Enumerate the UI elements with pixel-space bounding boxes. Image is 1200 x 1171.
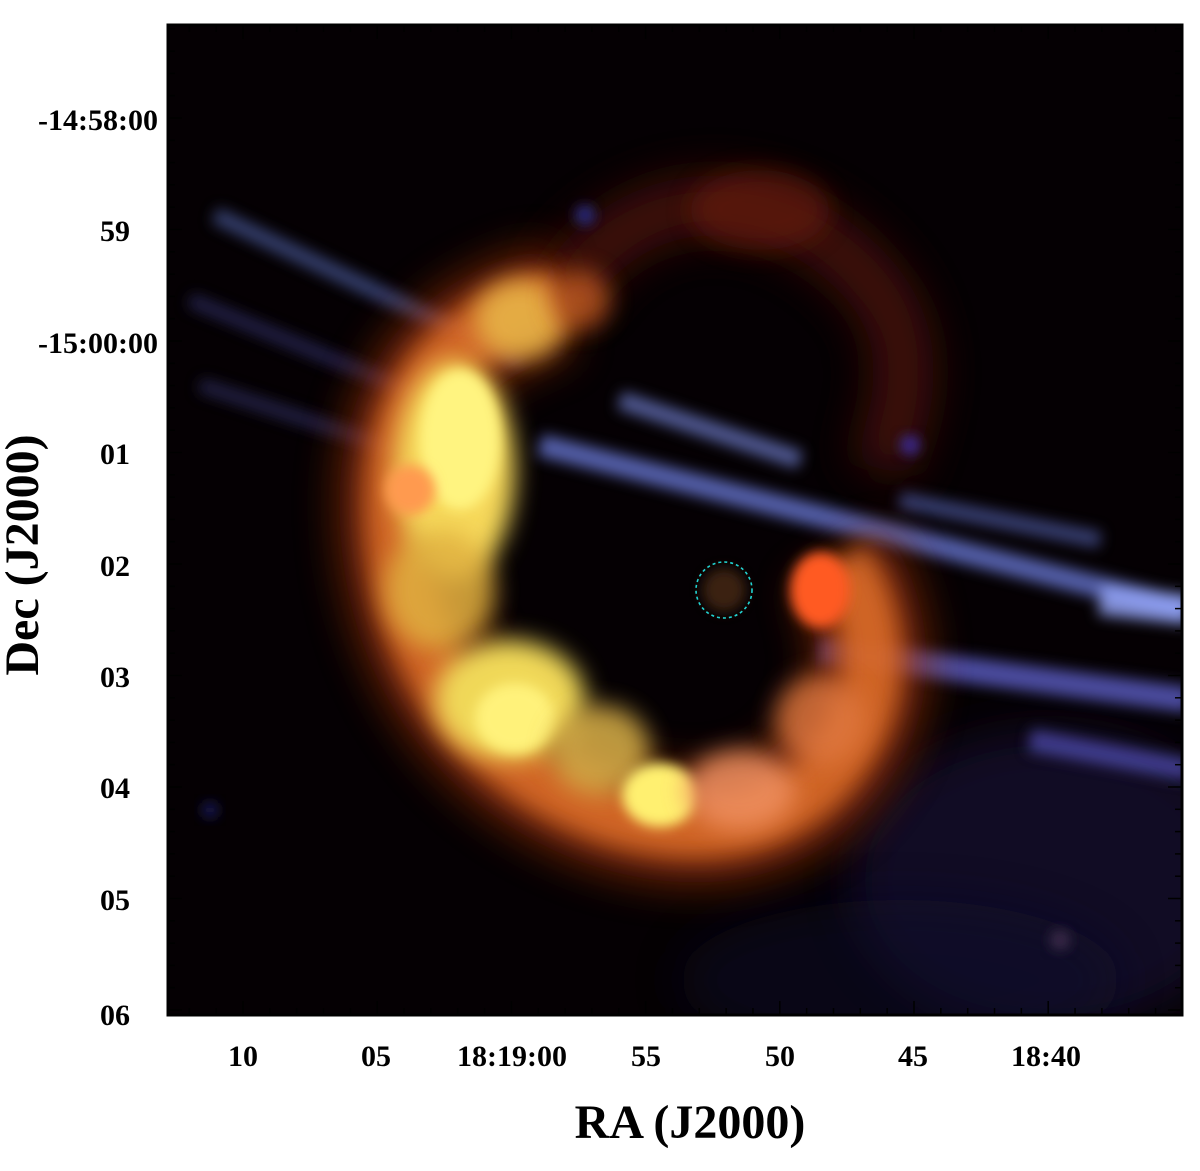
source-marker-circle (695, 561, 753, 619)
y-tick-label: -14:58:00 (38, 104, 158, 137)
y-tick-label: 03 (100, 661, 130, 694)
y-tick-labels: -14:58:00 59 -15:00:00 01 02 03 04 05 06 (38, 104, 158, 1032)
x-axis-title: RA (J2000) (575, 1096, 806, 1149)
x-tick-label: 18:40 (1011, 1040, 1081, 1073)
x-tick-label: 10 (228, 1040, 258, 1073)
y-tick-label: 04 (100, 772, 130, 805)
x-tick-label: 50 (765, 1040, 795, 1073)
x-tick-label: 18:19:00 (457, 1040, 567, 1073)
y-axis-title: Dec (J2000) (0, 434, 49, 675)
tick-marks (168, 25, 1182, 1015)
y-tick-label: 01 (100, 438, 130, 471)
x-tick-label: 45 (898, 1040, 928, 1073)
y-tick-label: 02 (100, 550, 130, 583)
y-tick-label: 59 (100, 215, 130, 248)
y-tick-label: 06 (100, 999, 130, 1032)
y-tick-label: -15:00:00 (38, 327, 158, 360)
x-tick-labels: 10 05 18:19:00 55 50 45 18:40 (228, 1040, 1081, 1073)
bright-shell-clumps (385, 270, 865, 830)
x-tick-label: 55 (631, 1040, 661, 1073)
y-tick-label: 05 (100, 884, 130, 917)
x-tick-label: 05 (361, 1040, 391, 1073)
sky-image (168, 25, 1182, 1015)
